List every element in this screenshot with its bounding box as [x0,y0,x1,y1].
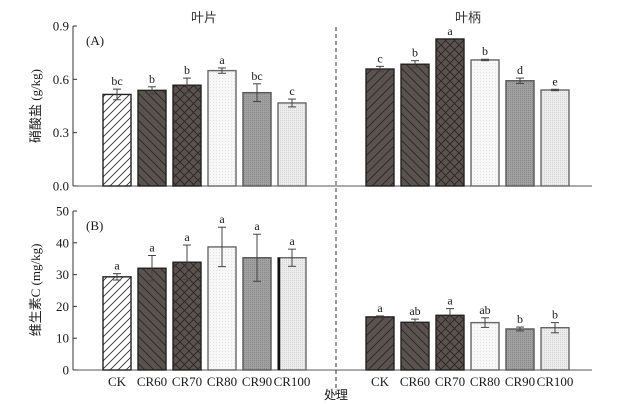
panel-a-nitrate: (A) 硝酸盐 (g/kg) 0.0 0.3 0.6 0.9 bc b b a bc c c b a b… [28,19,592,194]
x-tick-label: CK [371,374,390,389]
significance-label: a [447,24,453,38]
x-tick-label: CR100 [537,374,574,389]
bar-cr60 [137,89,167,187]
significance-label: b [482,44,488,58]
significance-label: b [552,308,558,322]
bar-cr100 [540,327,570,371]
x-tick-label: CR70 [435,374,465,389]
significance-label: e [552,74,557,88]
x-tick-label: CR80 [470,374,500,389]
x-tick-label: CR60 [400,374,430,389]
bar-cr70 [435,314,465,371]
x-tick-label: CR100 [274,374,311,389]
bar-cr70 [172,84,202,187]
panel-a-tag: (A) [86,33,104,48]
significance-label: c [289,84,294,98]
significance-label: c [377,51,382,65]
significance-label: b [412,46,418,60]
x-tick-label: CR60 [137,374,167,389]
significance-label: ab [409,304,420,318]
bar-ck [102,93,132,187]
bar-cr100 [540,89,570,187]
y-tick-label: 0.3 [53,125,69,140]
y-tick-label: 0.9 [53,19,69,34]
y-tick-label: 0 [63,363,70,378]
bar-cr60 [400,321,430,371]
y-tick-label: 0.6 [53,72,70,87]
bar-ck [102,276,132,371]
significance-label: a [377,301,383,315]
y-tick-label: 40 [56,235,69,250]
significance-label: b [149,72,155,86]
y-tick-label: 10 [56,331,69,346]
significance-label: ab [479,303,490,317]
significance-label: a [184,230,190,244]
y-tick-label: 30 [56,267,69,282]
bar-cr60 [137,267,167,371]
bar-cr60 [400,63,430,187]
bar-ck [365,68,395,187]
x-tick-label: CR80 [207,374,237,389]
panel-b-vitamin-c: (B) 维生素C (mg/kg) 0 10 20 30 40 50 a a a a a a a ab a a… [28,204,592,389]
panel-b-tag: (B) [86,218,103,233]
significance-label: b [517,312,523,326]
bar-cr100 [277,257,307,371]
panel-b-y-axis-title: 维生素C (mg/kg) [28,244,43,337]
x-tick-label: CK [108,374,127,389]
bar-cr80 [470,321,500,371]
significance-label: d [517,63,523,77]
significance-label: b [184,63,190,77]
significance-label: a [114,259,120,273]
panel-a-y-axis-title: 硝酸盐 (g/kg) [28,69,43,143]
significance-label: a [149,241,155,255]
significance-label: a [447,294,453,308]
x-tick-label: CR90 [242,374,272,389]
bar-cr80 [470,59,500,187]
significance-label: a [254,219,260,233]
y-tick-label: 50 [56,204,69,219]
x-tick-label: CR70 [172,374,202,389]
significance-label: bc [251,69,262,83]
bar-cr90 [505,328,535,371]
bar-cr80 [207,69,237,187]
bar-cr70 [435,38,465,187]
significance-label: a [219,212,225,226]
bar-cr100 [277,102,307,187]
significance-label: a [219,53,225,67]
significance-label: a [289,234,295,248]
bar-cr90 [505,80,535,187]
bar-ck [365,316,395,371]
bar-cr90 [242,91,272,187]
y-tick-label: 20 [56,299,69,314]
group-title-petiole: 叶柄 [455,11,481,26]
x-axis-title: 处理 [324,388,348,402]
group-title-blade: 叶片 [191,11,217,26]
y-tick-label: 0.0 [53,179,69,194]
x-tick-label: CR90 [505,374,535,389]
significance-label: bc [111,74,122,88]
